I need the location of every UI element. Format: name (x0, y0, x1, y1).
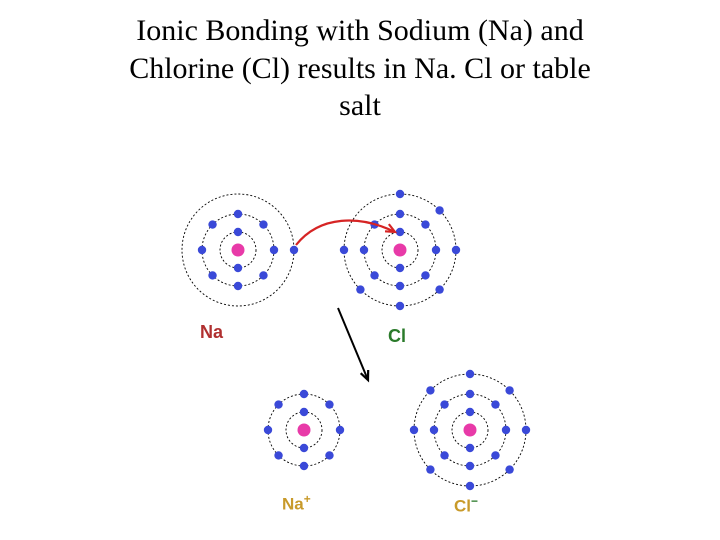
cl-label-text: Cl (388, 326, 406, 346)
ionic-bonding-diagram (0, 0, 720, 540)
na-electron-1-4 (198, 246, 206, 254)
na_ion-electron-1-5 (274, 400, 282, 408)
cl-electron-2-0 (452, 246, 460, 254)
na-electron-1-3 (208, 271, 216, 279)
na_ion-atom (264, 390, 344, 470)
na-electron-0-1 (234, 228, 242, 236)
cl_ion-electron-2-7 (505, 386, 513, 394)
cl_ion-electron-1-7 (491, 400, 499, 408)
cl-label: Cl (388, 326, 406, 347)
cl_ion-label-text: Cl (454, 497, 471, 516)
na_ion-nucleus (298, 424, 311, 437)
na-electron-1-0 (270, 246, 278, 254)
cl-electron-1-6 (396, 210, 404, 218)
na-electron-0-0 (234, 264, 242, 272)
cl-electron-2-2 (396, 302, 404, 310)
na-atom (182, 194, 298, 306)
cl_ion-electron-2-0 (522, 426, 530, 434)
na_ion-electron-1-1 (325, 451, 333, 459)
cl_ion-electron-1-1 (491, 451, 499, 459)
cl-electron-2-4 (340, 246, 348, 254)
arrow-transfer (296, 221, 395, 245)
cl_ion-label: Cl− (454, 494, 478, 517)
na_ion-label-text: Na (282, 495, 304, 514)
cl_ion-electron-0-0 (466, 444, 474, 452)
cl-electron-0-1 (396, 228, 404, 236)
cl_ion-electron-2-5 (426, 386, 434, 394)
cl_ion-electron-1-4 (430, 426, 438, 434)
na-electron-1-1 (259, 271, 267, 279)
cl_ion-electron-1-5 (440, 400, 448, 408)
cl_ion-atom (410, 370, 530, 490)
na_ion-electron-1-7 (325, 400, 333, 408)
na-electron-1-6 (234, 210, 242, 218)
cl_ion-electron-2-4 (410, 426, 418, 434)
cl-electron-1-2 (396, 282, 404, 290)
arrow-result (338, 308, 368, 380)
cl-electron-1-1 (421, 271, 429, 279)
cl-electron-2-6 (435, 206, 443, 214)
cl-nucleus (394, 244, 407, 257)
na_ion-electron-1-4 (264, 426, 272, 434)
cl-electron-2-1 (435, 285, 443, 293)
cl-electron-1-4 (360, 246, 368, 254)
cl_ion-electron-1-3 (440, 451, 448, 459)
cl_ion-electron-2-6 (466, 370, 474, 378)
cl_ion-electron-1-0 (502, 426, 510, 434)
na-electron-2-0 (290, 246, 298, 254)
na-label-text: Na (200, 322, 223, 342)
cl-electron-0-0 (396, 264, 404, 272)
na-nucleus (232, 244, 245, 257)
cl_ion-electron-0-1 (466, 408, 474, 416)
na_ion-electron-1-3 (274, 451, 282, 459)
cl_ion-label-charge: − (471, 494, 478, 508)
na_ion-electron-1-2 (300, 462, 308, 470)
na-label: Na (200, 322, 223, 343)
na_ion-electron-0-1 (300, 408, 308, 416)
cl_ion-nucleus (464, 424, 477, 437)
cl_ion-electron-1-2 (466, 462, 474, 470)
cl_ion-electron-2-1 (505, 465, 513, 473)
cl-electron-2-3 (356, 285, 364, 293)
cl_ion-electron-2-2 (466, 482, 474, 490)
cl-electron-1-3 (370, 271, 378, 279)
na-electron-1-2 (234, 282, 242, 290)
cl_ion-electron-1-6 (466, 390, 474, 398)
na_ion-electron-0-0 (300, 444, 308, 452)
cl_ion-electron-2-3 (426, 465, 434, 473)
na-electron-1-7 (259, 220, 267, 228)
cl-electron-1-0 (432, 246, 440, 254)
cl-atom (340, 190, 460, 310)
na_ion-label-charge: + (304, 492, 311, 506)
na_ion-electron-1-0 (336, 426, 344, 434)
na_ion-label: Na+ (282, 492, 311, 515)
na_ion-electron-1-6 (300, 390, 308, 398)
cl-electron-2-5 (396, 190, 404, 198)
cl-electron-1-7 (421, 220, 429, 228)
na-electron-1-5 (208, 220, 216, 228)
